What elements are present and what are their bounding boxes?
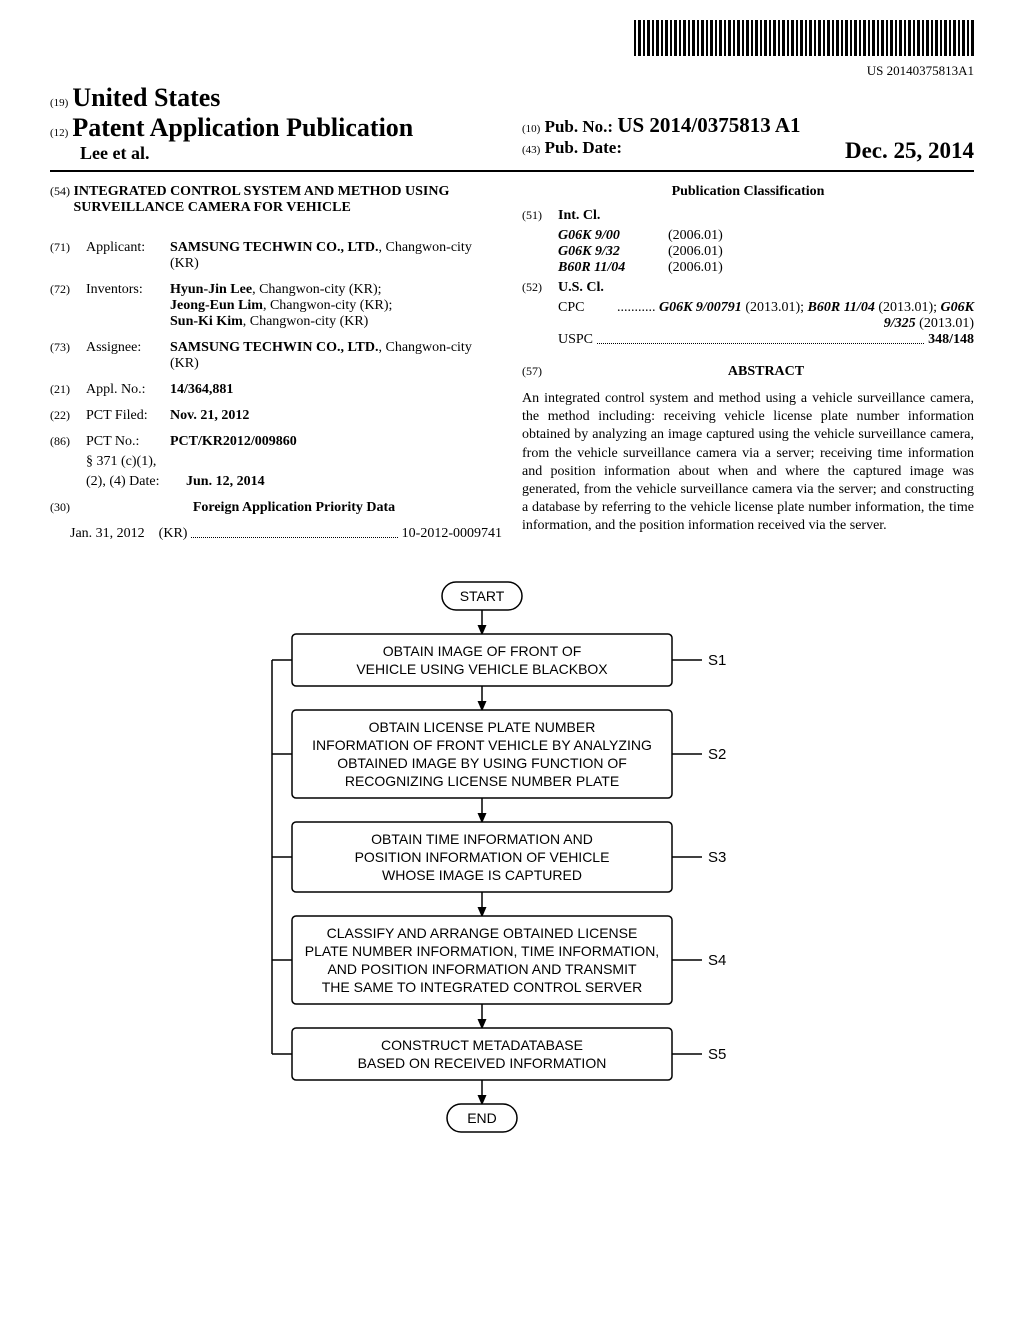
pub-date-label: Pub. Date:: [545, 138, 622, 157]
uspc-value: 348/148: [928, 332, 974, 348]
pub-date-value: Dec. 25, 2014: [845, 138, 974, 164]
svg-text:START: START: [460, 588, 505, 604]
inventor-3: Sun-Ki Kim: [170, 314, 243, 329]
intcl-date-0: (2006.01): [668, 228, 723, 244]
inventor-2-loc: , Changwon-city (KR);: [263, 298, 392, 313]
assignee-label: Assignee:: [86, 340, 170, 372]
svg-text:OBTAIN IMAGE OF FRONT OF: OBTAIN IMAGE OF FRONT OF: [383, 643, 582, 659]
foreign-priority-title: Foreign Application Priority Data: [193, 500, 395, 515]
foreign-date: Jan. 31, 2012: [70, 526, 145, 542]
uspc-label: USPC: [558, 332, 593, 348]
assignee-value: SAMSUNG TECHWIN CO., LTD.: [170, 340, 379, 355]
uscl-label: U.S. Cl.: [558, 280, 604, 295]
pct-filed-label: PCT Filed:: [86, 408, 170, 424]
applicant-label: Applicant:: [86, 240, 170, 272]
field-num-21: (21): [50, 382, 86, 398]
sect-371-label2: (2), (4) Date:: [86, 474, 186, 490]
invention-title: INTEGRATED CONTROL SYSTEM AND METHOD USI…: [73, 184, 502, 216]
right-column: Publication Classification (51) Int. Cl.…: [522, 184, 974, 542]
pct-no-label: PCT No.:: [86, 434, 170, 450]
pub-no-label: Pub. No.:: [545, 117, 613, 136]
field-num-73: (73): [50, 340, 86, 372]
svg-text:INFORMATION OF FRONT VEHICLE B: INFORMATION OF FRONT VEHICLE BY ANALYZIN…: [312, 737, 652, 753]
inventors-label: Inventors:: [86, 282, 170, 330]
barcode-graphic: [634, 20, 974, 56]
intcl-label: Int. Cl.: [558, 208, 600, 223]
intcl-date-1: (2006.01): [668, 244, 723, 260]
applicant-value: SAMSUNG TECHWIN CO., LTD.: [170, 240, 379, 255]
svg-text:OBTAIN TIME INFORMATION AND: OBTAIN TIME INFORMATION AND: [371, 831, 593, 847]
svg-text:PLATE NUMBER INFORMATION, TIME: PLATE NUMBER INFORMATION, TIME INFORMATI…: [305, 943, 659, 959]
intcl-code-0: G06K 9/00: [558, 228, 668, 244]
svg-text:CLASSIFY AND ARRANGE OBTAINED: CLASSIFY AND ARRANGE OBTAINED LICENSE: [327, 925, 638, 941]
pct-filed-value: Nov. 21, 2012: [170, 408, 249, 423]
svg-text:WHOSE IMAGE IS CAPTURED: WHOSE IMAGE IS CAPTURED: [382, 867, 582, 883]
appl-no-value: 14/364,881: [170, 382, 233, 397]
svg-text:S4: S4: [708, 952, 726, 969]
svg-text:S2: S2: [708, 746, 726, 763]
foreign-app-no: 10-2012-0009741: [402, 526, 502, 542]
pct-no-value: PCT/KR2012/009860: [170, 434, 297, 449]
header-num-43: (43): [522, 144, 540, 156]
header-num-19: (19): [50, 97, 68, 109]
sect-371-date: Jun. 12, 2014: [186, 474, 265, 489]
inventor-3-loc: , Changwon-city (KR): [243, 314, 369, 329]
svg-text:VEHICLE USING VEHICLE BLACKBOX: VEHICLE USING VEHICLE BLACKBOX: [356, 661, 608, 677]
field-num-52: (52): [522, 280, 558, 296]
header: (19) United States (12) Patent Applicati…: [50, 83, 974, 172]
header-num-12: (12): [50, 127, 68, 139]
publication-type: Patent Application Publication: [72, 113, 413, 142]
svg-text:S3: S3: [708, 849, 726, 866]
svg-text:AND POSITION INFORMATION AND T: AND POSITION INFORMATION AND TRANSMIT: [327, 961, 637, 977]
intcl-date-2: (2006.01): [668, 260, 723, 276]
field-num-72: (72): [50, 282, 86, 330]
svg-text:S1: S1: [708, 652, 726, 669]
appl-no-label: Appl. No.:: [86, 382, 170, 398]
svg-text:OBTAINED IMAGE BY USING FUNCTI: OBTAINED IMAGE BY USING FUNCTION OF: [337, 755, 627, 771]
field-num-54: (54): [50, 184, 73, 230]
barcode-region: US 20140375813A1: [50, 20, 974, 79]
left-column: (54) INTEGRATED CONTROL SYSTEM AND METHO…: [50, 184, 502, 542]
svg-text:S5: S5: [708, 1046, 726, 1063]
inventor-1-loc: , Changwon-city (KR);: [252, 282, 381, 297]
cpc-value: G06K 9/00791: [659, 300, 742, 315]
barcode-label: US 20140375813A1: [50, 63, 974, 79]
svg-text:CONSTRUCT METADATABASE: CONSTRUCT METADATABASE: [381, 1037, 583, 1053]
field-num-71: (71): [50, 240, 86, 272]
field-num-30: (30): [50, 500, 86, 516]
pub-no-value: US 2014/0375813 A1: [617, 113, 800, 137]
header-num-10: (10): [522, 123, 540, 135]
classification-title: Publication Classification: [522, 184, 974, 200]
svg-text:POSITION INFORMATION OF VEHICL: POSITION INFORMATION OF VEHICLE: [355, 849, 610, 865]
svg-text:OBTAIN LICENSE PLATE NUMBER: OBTAIN LICENSE PLATE NUMBER: [369, 719, 596, 735]
abstract-text: An integrated control system and method …: [522, 390, 974, 536]
field-num-22: (22): [50, 408, 86, 424]
inventor-1: Hyun-Jin Lee: [170, 282, 252, 297]
sect-371-label: § 371 (c)(1),: [86, 454, 156, 470]
country: United States: [72, 83, 220, 112]
field-num-57: (57): [522, 364, 558, 380]
authors-line: Lee et al.: [80, 143, 502, 164]
foreign-country: (KR): [159, 526, 188, 542]
svg-text:BASED ON RECEIVED INFORMATION: BASED ON RECEIVED INFORMATION: [358, 1055, 607, 1071]
intcl-code-2: B60R 11/04: [558, 260, 668, 276]
flowchart-svg: START OBTAIN IMAGE OF FRONT OF VEHICLE USI…: [252, 572, 772, 1212]
abstract-title: ABSTRACT: [728, 364, 804, 379]
inventor-2: Jeong-Eun Lim: [170, 298, 263, 313]
field-num-86: (86): [50, 434, 86, 450]
flowchart: START OBTAIN IMAGE OF FRONT OF VEHICLE USI…: [50, 572, 974, 1212]
svg-text:THE SAME TO INTEGRATED CONTROL: THE SAME TO INTEGRATED CONTROL SERVER: [322, 979, 643, 995]
svg-text:RECOGNIZING LICENSE NUMBER PLA: RECOGNIZING LICENSE NUMBER PLATE: [345, 773, 619, 789]
field-num-51: (51): [522, 208, 558, 224]
intcl-code-1: G06K 9/32: [558, 244, 668, 260]
svg-text:END: END: [467, 1110, 497, 1126]
cpc-label: CPC: [558, 300, 584, 316]
